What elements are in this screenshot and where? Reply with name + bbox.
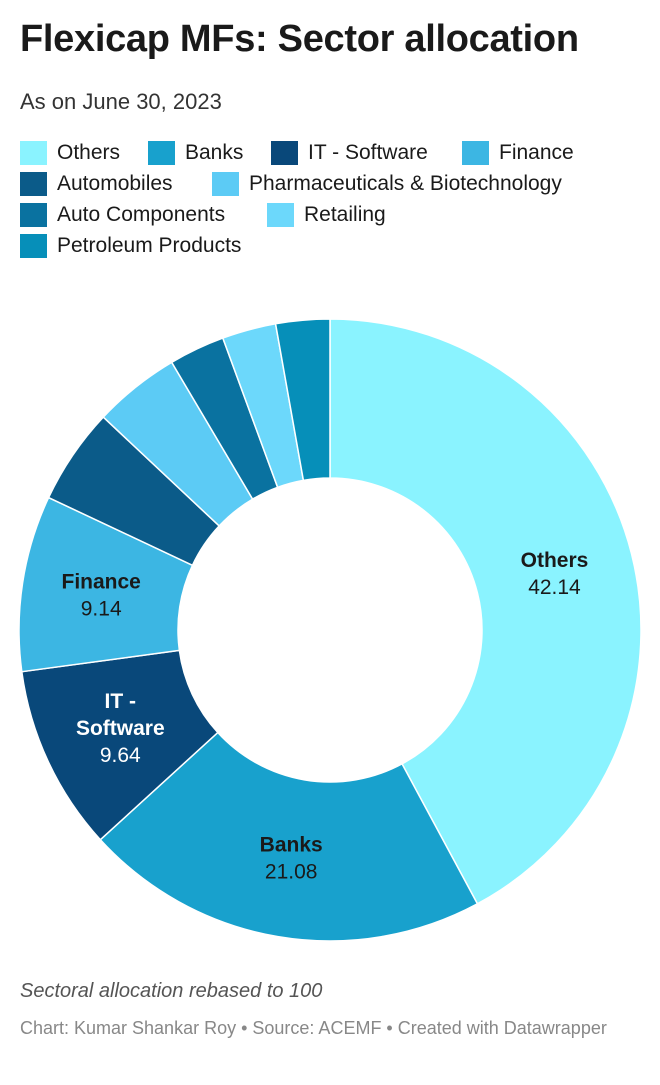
chart-credit: Chart: Kumar Shankar Roy • Source: ACEMF… xyxy=(20,1018,607,1038)
legend-item-finance: Finance xyxy=(462,140,574,166)
legend-item-banks: Banks xyxy=(148,140,243,166)
donut-slice-others xyxy=(329,318,642,905)
slice-label-value: 21.08 xyxy=(265,861,318,884)
legend-swatch xyxy=(20,172,47,196)
chart-note: Sectoral allocation rebased to 100 xyxy=(20,980,323,1002)
donut-chart: Others 42.14 Banks 21.08 IT - Software 9.64 Fin… xyxy=(18,318,642,942)
legend-item-pharmaceuticals: Pharmaceuticals & Biotechnology xyxy=(212,171,562,197)
legend-label: Retailing xyxy=(304,203,386,226)
legend-swatch xyxy=(20,203,47,227)
slice-data-label: Banks 21.08 xyxy=(260,834,323,884)
legend-label: IT - Software xyxy=(308,141,428,164)
legend-label: Others xyxy=(57,141,121,164)
slice-label-value: 9.64 xyxy=(100,744,141,767)
legend-label: Finance xyxy=(499,141,574,164)
slice-data-label: IT - Software 9.64 xyxy=(76,690,165,767)
legend-item-retailing: Retailing xyxy=(267,202,386,228)
legend-label: Auto Components xyxy=(57,203,226,226)
slice-label-name: Banks xyxy=(260,834,323,857)
slice-label-value: 9.14 xyxy=(81,597,122,620)
legend-item-automobiles: Automobiles xyxy=(20,171,173,197)
slice-label-name: Software xyxy=(76,717,165,740)
slice-label-name: Others xyxy=(521,549,589,572)
legend-label: Pharmaceuticals & Biotechnology xyxy=(249,172,562,195)
slice-label-name: IT - xyxy=(105,690,137,713)
legend-item-auto-components: Auto Components xyxy=(20,202,225,228)
donut-slice-petroleum-products xyxy=(274,318,331,482)
legend-item-it-software: IT - Software xyxy=(271,140,428,166)
legend-label: Automobiles xyxy=(57,172,173,195)
slice-data-label: Finance 9.14 xyxy=(62,570,141,620)
chart-title: Flexicap MFs: Sector allocation xyxy=(20,18,579,60)
legend-swatch xyxy=(20,141,47,165)
legend-swatch xyxy=(148,141,175,165)
slice-label-value: 42.14 xyxy=(528,576,581,599)
legend-item-others: Others xyxy=(20,140,120,166)
legend-swatch xyxy=(462,141,489,165)
slice-data-label: Others 42.14 xyxy=(521,549,589,599)
slice-label-name: Finance xyxy=(62,570,141,593)
legend-swatch xyxy=(20,234,47,258)
legend-label: Banks xyxy=(185,141,244,164)
legend-label: Petroleum Products xyxy=(57,234,242,257)
legend-item-petroleum-products: Petroleum Products xyxy=(20,233,241,259)
chart-subtitle: As on June 30, 2023 xyxy=(20,89,222,114)
legend-swatch xyxy=(271,141,298,165)
donut-slice-banks xyxy=(99,731,479,942)
legend-swatch xyxy=(212,172,239,196)
legend-swatch xyxy=(267,203,294,227)
